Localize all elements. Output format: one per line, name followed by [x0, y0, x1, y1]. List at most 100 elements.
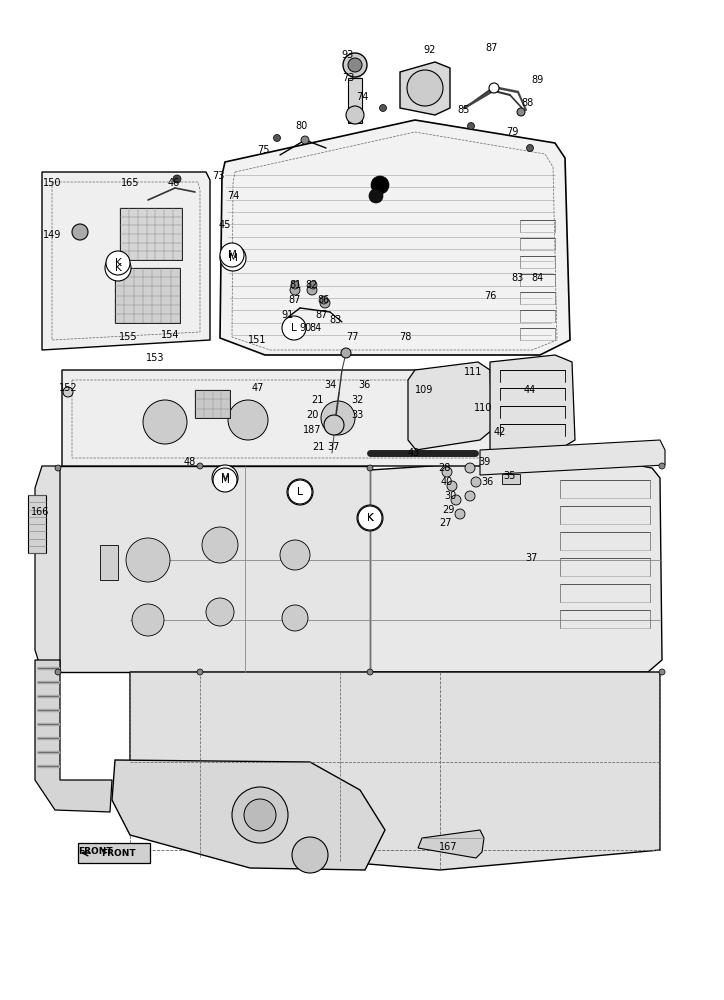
Text: 150: 150 — [43, 178, 62, 188]
Polygon shape — [35, 466, 60, 672]
Text: 109: 109 — [415, 385, 433, 395]
Circle shape — [309, 281, 317, 289]
Circle shape — [287, 479, 313, 505]
Text: 149: 149 — [43, 230, 62, 240]
Circle shape — [197, 669, 203, 675]
Circle shape — [220, 243, 244, 267]
Text: 84: 84 — [531, 273, 543, 283]
Circle shape — [213, 468, 237, 492]
Polygon shape — [408, 362, 492, 450]
Text: 40: 40 — [441, 477, 453, 487]
Circle shape — [244, 799, 276, 831]
Text: 167: 167 — [439, 842, 458, 852]
Text: FRONT: FRONT — [101, 848, 135, 857]
Circle shape — [358, 506, 382, 530]
Text: K: K — [366, 513, 374, 523]
Text: 155: 155 — [119, 332, 138, 342]
Polygon shape — [58, 466, 370, 672]
Circle shape — [274, 134, 280, 141]
Circle shape — [526, 144, 534, 151]
Text: 30: 30 — [444, 491, 456, 501]
Polygon shape — [418, 830, 484, 858]
Text: FRONT: FRONT — [77, 848, 112, 856]
Circle shape — [228, 400, 268, 440]
Circle shape — [290, 285, 300, 295]
Text: 21: 21 — [312, 442, 324, 452]
Text: 20: 20 — [306, 410, 318, 420]
Text: 93: 93 — [341, 50, 353, 60]
Text: 37: 37 — [525, 553, 537, 563]
Text: 44: 44 — [524, 385, 536, 395]
Circle shape — [367, 465, 373, 471]
Text: K: K — [114, 263, 122, 273]
Text: 87: 87 — [316, 310, 328, 320]
Polygon shape — [480, 440, 665, 475]
Text: 92: 92 — [424, 45, 436, 55]
Bar — [28, 495, 46, 553]
Circle shape — [132, 604, 164, 636]
Text: 29: 29 — [442, 505, 454, 515]
Polygon shape — [130, 672, 660, 870]
Circle shape — [106, 251, 130, 275]
Circle shape — [468, 122, 474, 129]
Text: 36: 36 — [481, 477, 493, 487]
Circle shape — [232, 787, 288, 843]
Text: 32: 32 — [351, 395, 363, 405]
Text: 151: 151 — [248, 335, 266, 345]
Circle shape — [321, 401, 355, 435]
Text: 166: 166 — [31, 507, 49, 517]
Text: 45: 45 — [219, 220, 231, 230]
Circle shape — [320, 298, 330, 308]
Text: M: M — [229, 253, 237, 263]
Circle shape — [455, 509, 465, 519]
Polygon shape — [42, 172, 210, 350]
Text: 87: 87 — [486, 43, 498, 53]
Text: 48: 48 — [184, 457, 196, 467]
Circle shape — [212, 465, 238, 491]
Circle shape — [288, 480, 312, 504]
Circle shape — [126, 538, 170, 582]
Text: M: M — [227, 250, 237, 260]
Circle shape — [72, 224, 88, 240]
Circle shape — [220, 245, 246, 271]
Polygon shape — [112, 760, 385, 870]
Text: 82: 82 — [306, 280, 318, 290]
Circle shape — [489, 83, 499, 93]
Text: 43: 43 — [408, 448, 420, 458]
Circle shape — [324, 415, 344, 435]
Circle shape — [447, 481, 457, 491]
Text: 21: 21 — [311, 395, 323, 405]
Circle shape — [369, 189, 383, 203]
Bar — [115, 268, 180, 323]
Circle shape — [346, 106, 364, 124]
Text: 78: 78 — [399, 332, 411, 342]
Circle shape — [471, 477, 481, 487]
Text: 87: 87 — [289, 295, 301, 305]
Text: M: M — [221, 475, 230, 485]
Circle shape — [173, 175, 181, 183]
Text: 37: 37 — [328, 442, 340, 452]
Circle shape — [307, 285, 317, 295]
Bar — [120, 208, 182, 260]
Text: 27: 27 — [439, 518, 451, 528]
Text: 84: 84 — [310, 323, 322, 333]
Circle shape — [197, 463, 203, 469]
Circle shape — [282, 316, 306, 340]
Circle shape — [301, 136, 309, 144]
Text: 76: 76 — [484, 291, 496, 301]
Bar — [195, 390, 230, 418]
Circle shape — [379, 104, 387, 111]
Text: 81: 81 — [289, 280, 301, 290]
Text: 47: 47 — [252, 383, 264, 393]
Text: 88: 88 — [521, 98, 533, 108]
Text: 165: 165 — [121, 178, 139, 188]
Text: 33: 33 — [351, 410, 363, 420]
Text: 28: 28 — [438, 463, 450, 473]
Text: 90: 90 — [299, 323, 311, 333]
Text: 79: 79 — [506, 127, 518, 137]
Text: M: M — [221, 473, 230, 483]
Text: 73: 73 — [212, 171, 224, 181]
Bar — [100, 545, 118, 580]
Text: 83: 83 — [511, 273, 523, 283]
Circle shape — [341, 348, 351, 358]
